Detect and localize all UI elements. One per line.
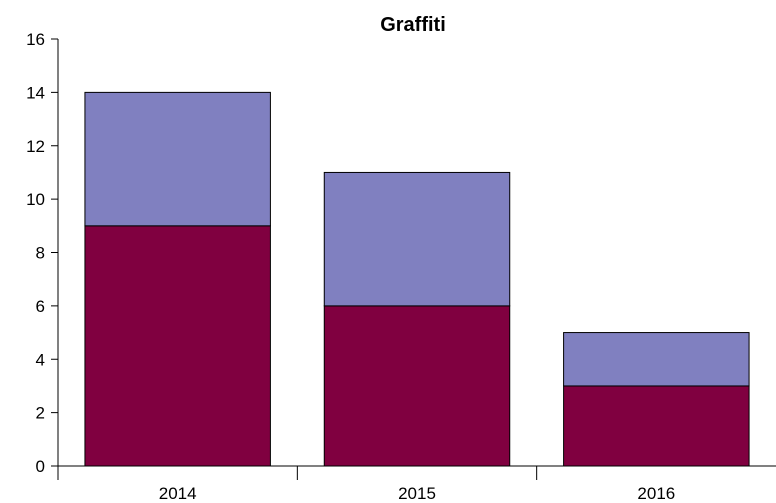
bar-2016-segment-2: [563, 332, 750, 387]
y-tick-label: 16: [26, 30, 45, 49]
x-tick-label-2015: 2015: [398, 484, 436, 503]
bar-2015-segment-2: [323, 171, 511, 307]
bar-2014-segment-2: [84, 91, 271, 227]
axes-layer: 0 2 4 6 8 10 12 14 16 2014 2015 2016: [26, 30, 776, 503]
bar-2015-segment-1: [323, 305, 511, 467]
y-tick-label: 14: [26, 83, 45, 102]
x-tick-label-2016: 2016: [637, 484, 675, 503]
bars-layer: [84, 91, 750, 467]
y-tick-label: 6: [36, 297, 45, 316]
y-tick-label: 12: [26, 137, 45, 156]
y-tick-label: 0: [36, 457, 45, 476]
y-tick-label: 4: [36, 350, 45, 369]
chart-title: Graffiti: [380, 14, 446, 36]
y-tick-label: 2: [36, 404, 45, 423]
bar-2014-segment-1: [84, 225, 271, 467]
bar-2016-segment-1: [563, 385, 750, 467]
x-tick-label-2014: 2014: [159, 484, 197, 503]
y-tick-label: 8: [36, 244, 45, 263]
y-tick-label: 10: [26, 190, 45, 209]
